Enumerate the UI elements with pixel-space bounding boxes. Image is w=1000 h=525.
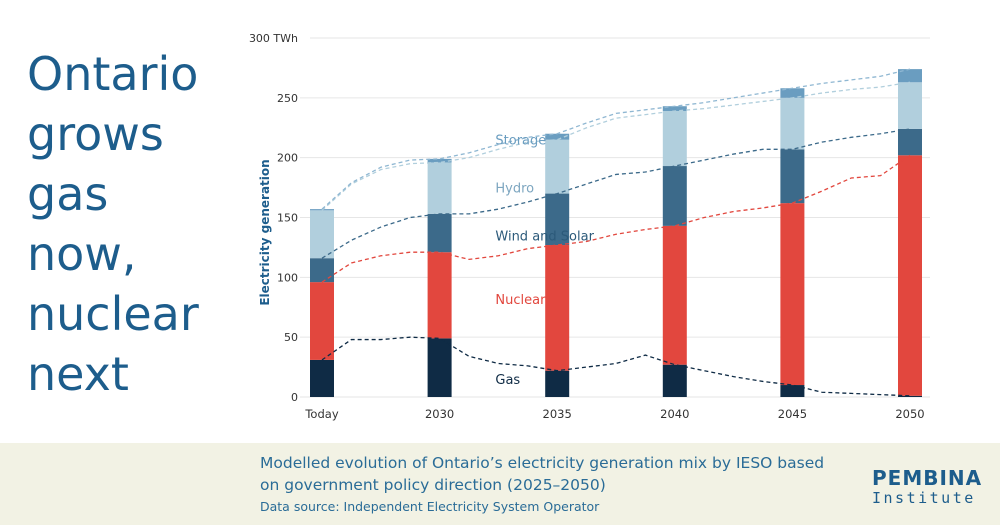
y-axis-label: Electricity generation — [258, 159, 272, 305]
series-label-nuclear: Nuclear — [495, 293, 546, 308]
bar-segment-nuclear — [427, 252, 452, 339]
y-tick-label: 200 — [277, 152, 298, 165]
series-label-storage: Storage — [495, 134, 546, 149]
bar-segment-nuclear — [780, 203, 805, 386]
bar-segment-wind-and-solar — [427, 213, 452, 253]
series-label-hydro: Hydro — [495, 182, 534, 197]
headline-line: Ontario — [27, 47, 199, 101]
bar-segment-hydro — [898, 82, 922, 129]
x-tick-label: 2035 — [543, 407, 572, 421]
headline-line: nuclear — [27, 287, 199, 341]
bar-segment-nuclear — [310, 282, 334, 360]
bar-segment-wind-and-solar — [545, 193, 570, 246]
x-tick-label: 2050 — [895, 407, 924, 421]
trend-line-gas — [321, 336, 911, 397]
trend-line-storage — [321, 68, 911, 210]
headline: Ontario grows gas now, nuclear next — [27, 44, 257, 404]
bar-segment-storage — [662, 106, 687, 111]
data-source: Data source: Independent Electricity Sys… — [260, 499, 600, 514]
bar-segment-hydro — [780, 97, 805, 150]
y-tick-label: 150 — [277, 212, 298, 225]
y-tick-label: 100 — [277, 271, 298, 284]
headline-line: grows — [27, 107, 164, 161]
trend-line-nuclear — [321, 154, 911, 283]
headline-line: now, — [27, 227, 137, 281]
x-tick-label: 2030 — [425, 407, 454, 421]
bar-segment-gas — [310, 359, 334, 397]
x-tick-label: Today — [304, 407, 338, 421]
bar-segment-gas — [780, 385, 805, 397]
series-label-gas: Gas — [495, 373, 520, 388]
bar-segment-nuclear — [662, 225, 687, 365]
x-tick-label: 2040 — [660, 407, 689, 421]
logo-subtitle: Institute — [872, 489, 976, 507]
bar-segment-storage — [545, 133, 570, 140]
logo-wordmark: PEMBINA — [872, 466, 983, 490]
footer: Modelled evolution of Ontario’s electric… — [0, 443, 1000, 525]
headline-line: next — [27, 347, 129, 401]
bar-segment-gas — [898, 395, 922, 397]
bar-segment-nuclear — [545, 245, 570, 371]
bar-segment-storage — [898, 69, 922, 83]
bar-segment-wind-and-solar — [898, 128, 922, 156]
chart-caption: Modelled evolution of Ontario’s electric… — [260, 454, 825, 494]
bar-segment-hydro — [545, 139, 570, 194]
bar-segment-hydro — [427, 162, 452, 214]
bar-segment-storage — [427, 158, 452, 163]
bar-segment-wind-and-solar — [310, 258, 334, 283]
y-tick-label: 50 — [284, 331, 298, 344]
bar-segment-hydro — [662, 110, 687, 167]
bar-segment-wind-and-solar — [662, 166, 687, 226]
bar-segment-nuclear — [898, 155, 922, 396]
trend-line-wind-and-solar — [321, 128, 911, 259]
bar-segment-gas — [427, 338, 452, 397]
x-tick-label: 2045 — [778, 407, 807, 421]
pembina-logo[interactable]: PEMBINA Institute — [872, 468, 982, 508]
y-tick-label: 0 — [291, 391, 298, 404]
y-unit-label: 300 TWh — [249, 32, 298, 45]
bar-segment-gas — [662, 364, 687, 397]
bar-segment-gas — [545, 370, 570, 397]
y-tick-label: 250 — [277, 92, 298, 105]
bar-segment-storage — [780, 88, 805, 98]
bar-segment-wind-and-solar — [780, 149, 805, 204]
electricity-generation-chart: 0 50 100 150 200 250 300 TWh Electricity genera… — [249, 32, 930, 421]
headline-line: gas — [27, 167, 109, 221]
bar-segment-hydro — [310, 210, 334, 259]
series-label-wind-and-solar: Wind and Solar — [495, 229, 594, 244]
trend-line-hydro — [321, 81, 911, 211]
